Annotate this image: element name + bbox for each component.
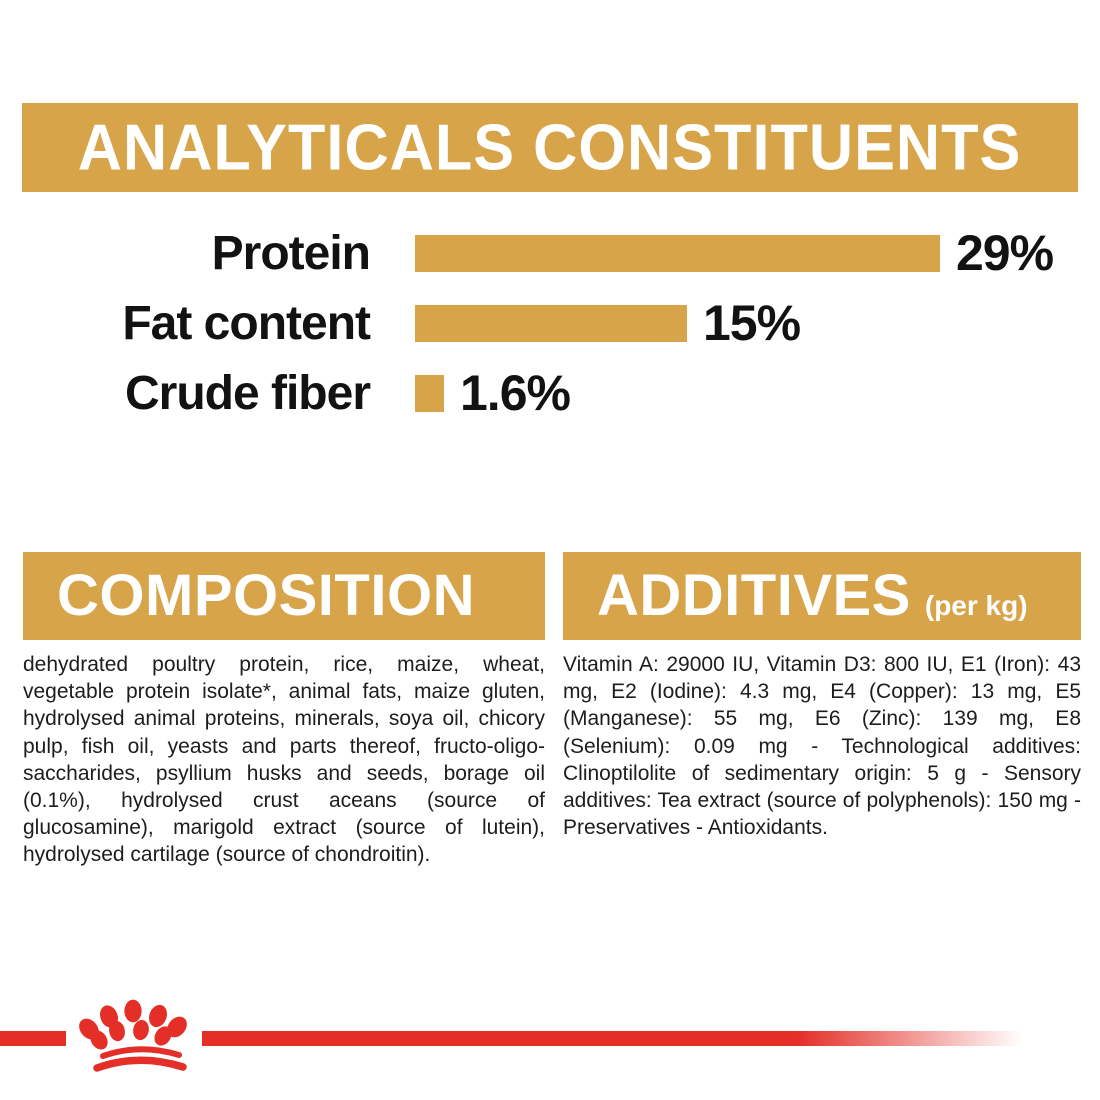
additives-section: ADDITIVES (per kg) Vitamin A: 29000 IU, … [563,552,1081,862]
composition-title: COMPOSITION [57,563,475,628]
footer-red-stripe [0,1031,1023,1046]
additives-unit-note: (per kg) [924,590,1028,621]
analyticals-title: ANALYTICALS CONSTITUENTS [78,111,1022,184]
royal-canin-crown-paw-logo [79,999,187,1072]
crude-fiber-value: 1.6% [460,365,571,421]
fat-content-label: Fat content [122,296,371,350]
fat-content-bar [415,304,687,342]
composition-text: dehydrated poultry protein, rice, maize,… [23,653,545,867]
fat-content-value: 15% [703,295,801,351]
composition-header: COMPOSITION [23,552,545,640]
crude-fiber-label: Crude fiber [124,366,371,420]
additives-header: ADDITIVES (per kg) [563,552,1081,640]
additives-title: ADDITIVES [597,563,911,628]
analyticals-banner: ANALYTICALS CONSTITUENTS [22,103,1078,192]
protein-bar [415,234,940,272]
additives-text: Vitamin A: 29000 IU, Vitamin D3: 800 IU,… [563,653,1081,840]
chart-row-crude-fiber: Crude fiber 1.6% [0,358,1100,428]
chart-row-protein: Protein 29% [0,218,1100,288]
chart-row-fat-content: Fat content 15% [0,288,1100,358]
protein-value: 29% [956,225,1054,281]
brand-logo-container [66,997,202,1081]
composition-section: COMPOSITION dehydrated poultry protein, … [23,552,545,890]
protein-label: Protein [211,226,371,280]
crude-fiber-bar [415,374,444,412]
